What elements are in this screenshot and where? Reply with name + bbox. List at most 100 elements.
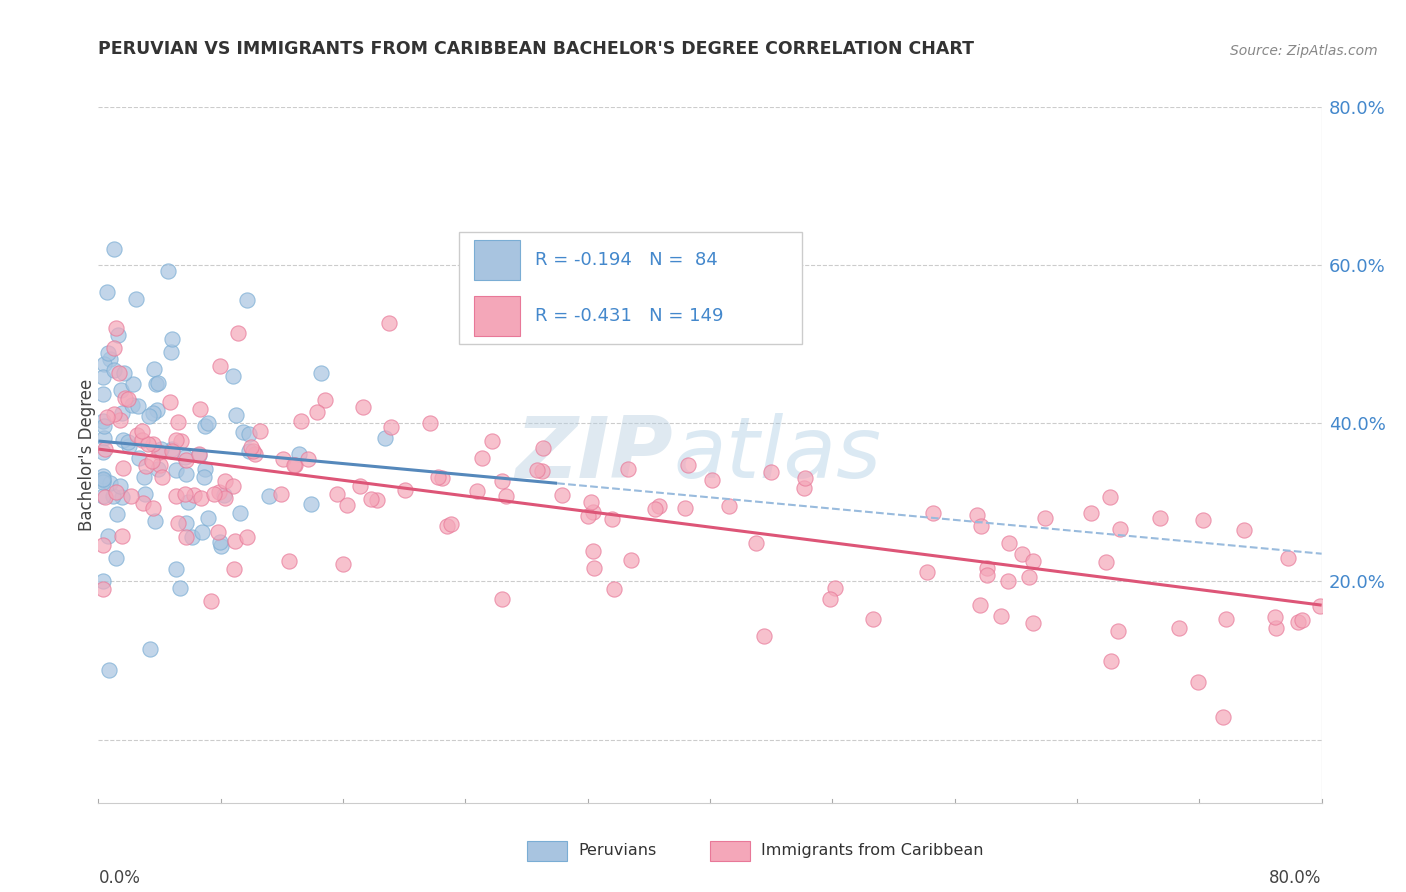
Point: [283, 458, 305, 472]
Point: [440, 516, 463, 531]
Point: [236, 531, 259, 545]
Point: [111, 434, 134, 448]
Point: [394, 483, 416, 498]
Point: [620, 553, 643, 567]
Point: [366, 493, 388, 508]
Point: [297, 452, 319, 467]
Text: atlas: atlas: [673, 413, 882, 497]
Point: [1149, 511, 1171, 525]
Point: [183, 488, 205, 502]
Text: 80.0%: 80.0%: [1270, 869, 1322, 887]
Point: [94, 490, 117, 504]
Point: [91, 582, 114, 596]
Y-axis label: Bachelor's Degree: Bachelor's Degree: [79, 379, 96, 531]
Point: [526, 463, 548, 477]
Point: [239, 440, 262, 454]
Point: [471, 451, 494, 466]
Point: [915, 565, 938, 579]
Point: [349, 478, 371, 492]
Point: [174, 516, 197, 530]
Point: [103, 341, 125, 355]
Point: [174, 531, 197, 545]
Point: [188, 402, 211, 417]
Point: [174, 450, 197, 464]
Point: [132, 496, 155, 510]
Point: [197, 511, 219, 525]
Point: [98, 663, 121, 677]
Point: [190, 491, 212, 506]
Point: [226, 326, 249, 340]
Point: [966, 508, 988, 522]
Point: [160, 442, 183, 456]
Point: [238, 444, 260, 458]
Point: [96, 285, 118, 299]
Point: [110, 383, 132, 397]
Point: [600, 512, 623, 526]
Point: [299, 497, 322, 511]
Point: [214, 491, 236, 505]
Point: [190, 524, 212, 539]
Point: [242, 443, 264, 458]
Point: [283, 458, 305, 472]
Point: [105, 321, 128, 335]
Point: [111, 490, 134, 504]
Point: [360, 492, 382, 507]
Point: [121, 398, 143, 412]
Point: [208, 485, 231, 500]
Point: [222, 369, 245, 384]
Point: [111, 406, 134, 420]
Point: [700, 473, 723, 487]
Text: 0.0%: 0.0%: [98, 869, 141, 887]
Point: [200, 593, 222, 607]
Point: [174, 467, 197, 482]
Point: [128, 450, 150, 465]
Point: [177, 495, 200, 509]
Point: [818, 592, 841, 607]
Point: [678, 458, 700, 473]
Point: [1277, 551, 1299, 566]
Point: [91, 370, 114, 384]
Point: [91, 445, 114, 459]
Point: [202, 487, 225, 501]
Point: [101, 489, 124, 503]
Point: [209, 539, 232, 553]
Point: [1286, 615, 1309, 629]
Point: [194, 462, 217, 476]
Point: [1022, 616, 1045, 631]
Text: Immigrants from Caribbean: Immigrants from Caribbean: [762, 843, 984, 858]
Point: [112, 461, 135, 475]
Point: [235, 293, 257, 307]
Point: [159, 395, 181, 409]
Point: [290, 414, 312, 428]
Point: [193, 469, 215, 483]
Point: [531, 464, 554, 478]
Point: [142, 362, 165, 376]
Point: [149, 458, 172, 473]
Point: [1215, 612, 1237, 626]
Point: [111, 528, 134, 542]
Point: [976, 568, 998, 582]
Point: [131, 424, 153, 438]
Point: [148, 445, 170, 459]
Point: [531, 442, 554, 456]
Point: [157, 263, 180, 277]
Point: [174, 487, 197, 501]
Point: [745, 535, 768, 549]
Point: [141, 454, 163, 468]
Point: [188, 447, 211, 461]
Point: [793, 481, 815, 495]
Point: [616, 461, 638, 475]
Point: [432, 471, 454, 485]
Point: [97, 529, 120, 543]
Point: [380, 420, 402, 434]
Point: [143, 514, 166, 528]
Point: [167, 516, 190, 530]
Point: [550, 488, 572, 502]
Text: R = -0.194   N =  84: R = -0.194 N = 84: [536, 252, 718, 269]
Point: [225, 409, 247, 423]
Point: [91, 538, 114, 552]
Point: [103, 242, 125, 256]
Point: [146, 403, 169, 417]
Point: [1291, 613, 1313, 627]
Point: [170, 434, 193, 448]
